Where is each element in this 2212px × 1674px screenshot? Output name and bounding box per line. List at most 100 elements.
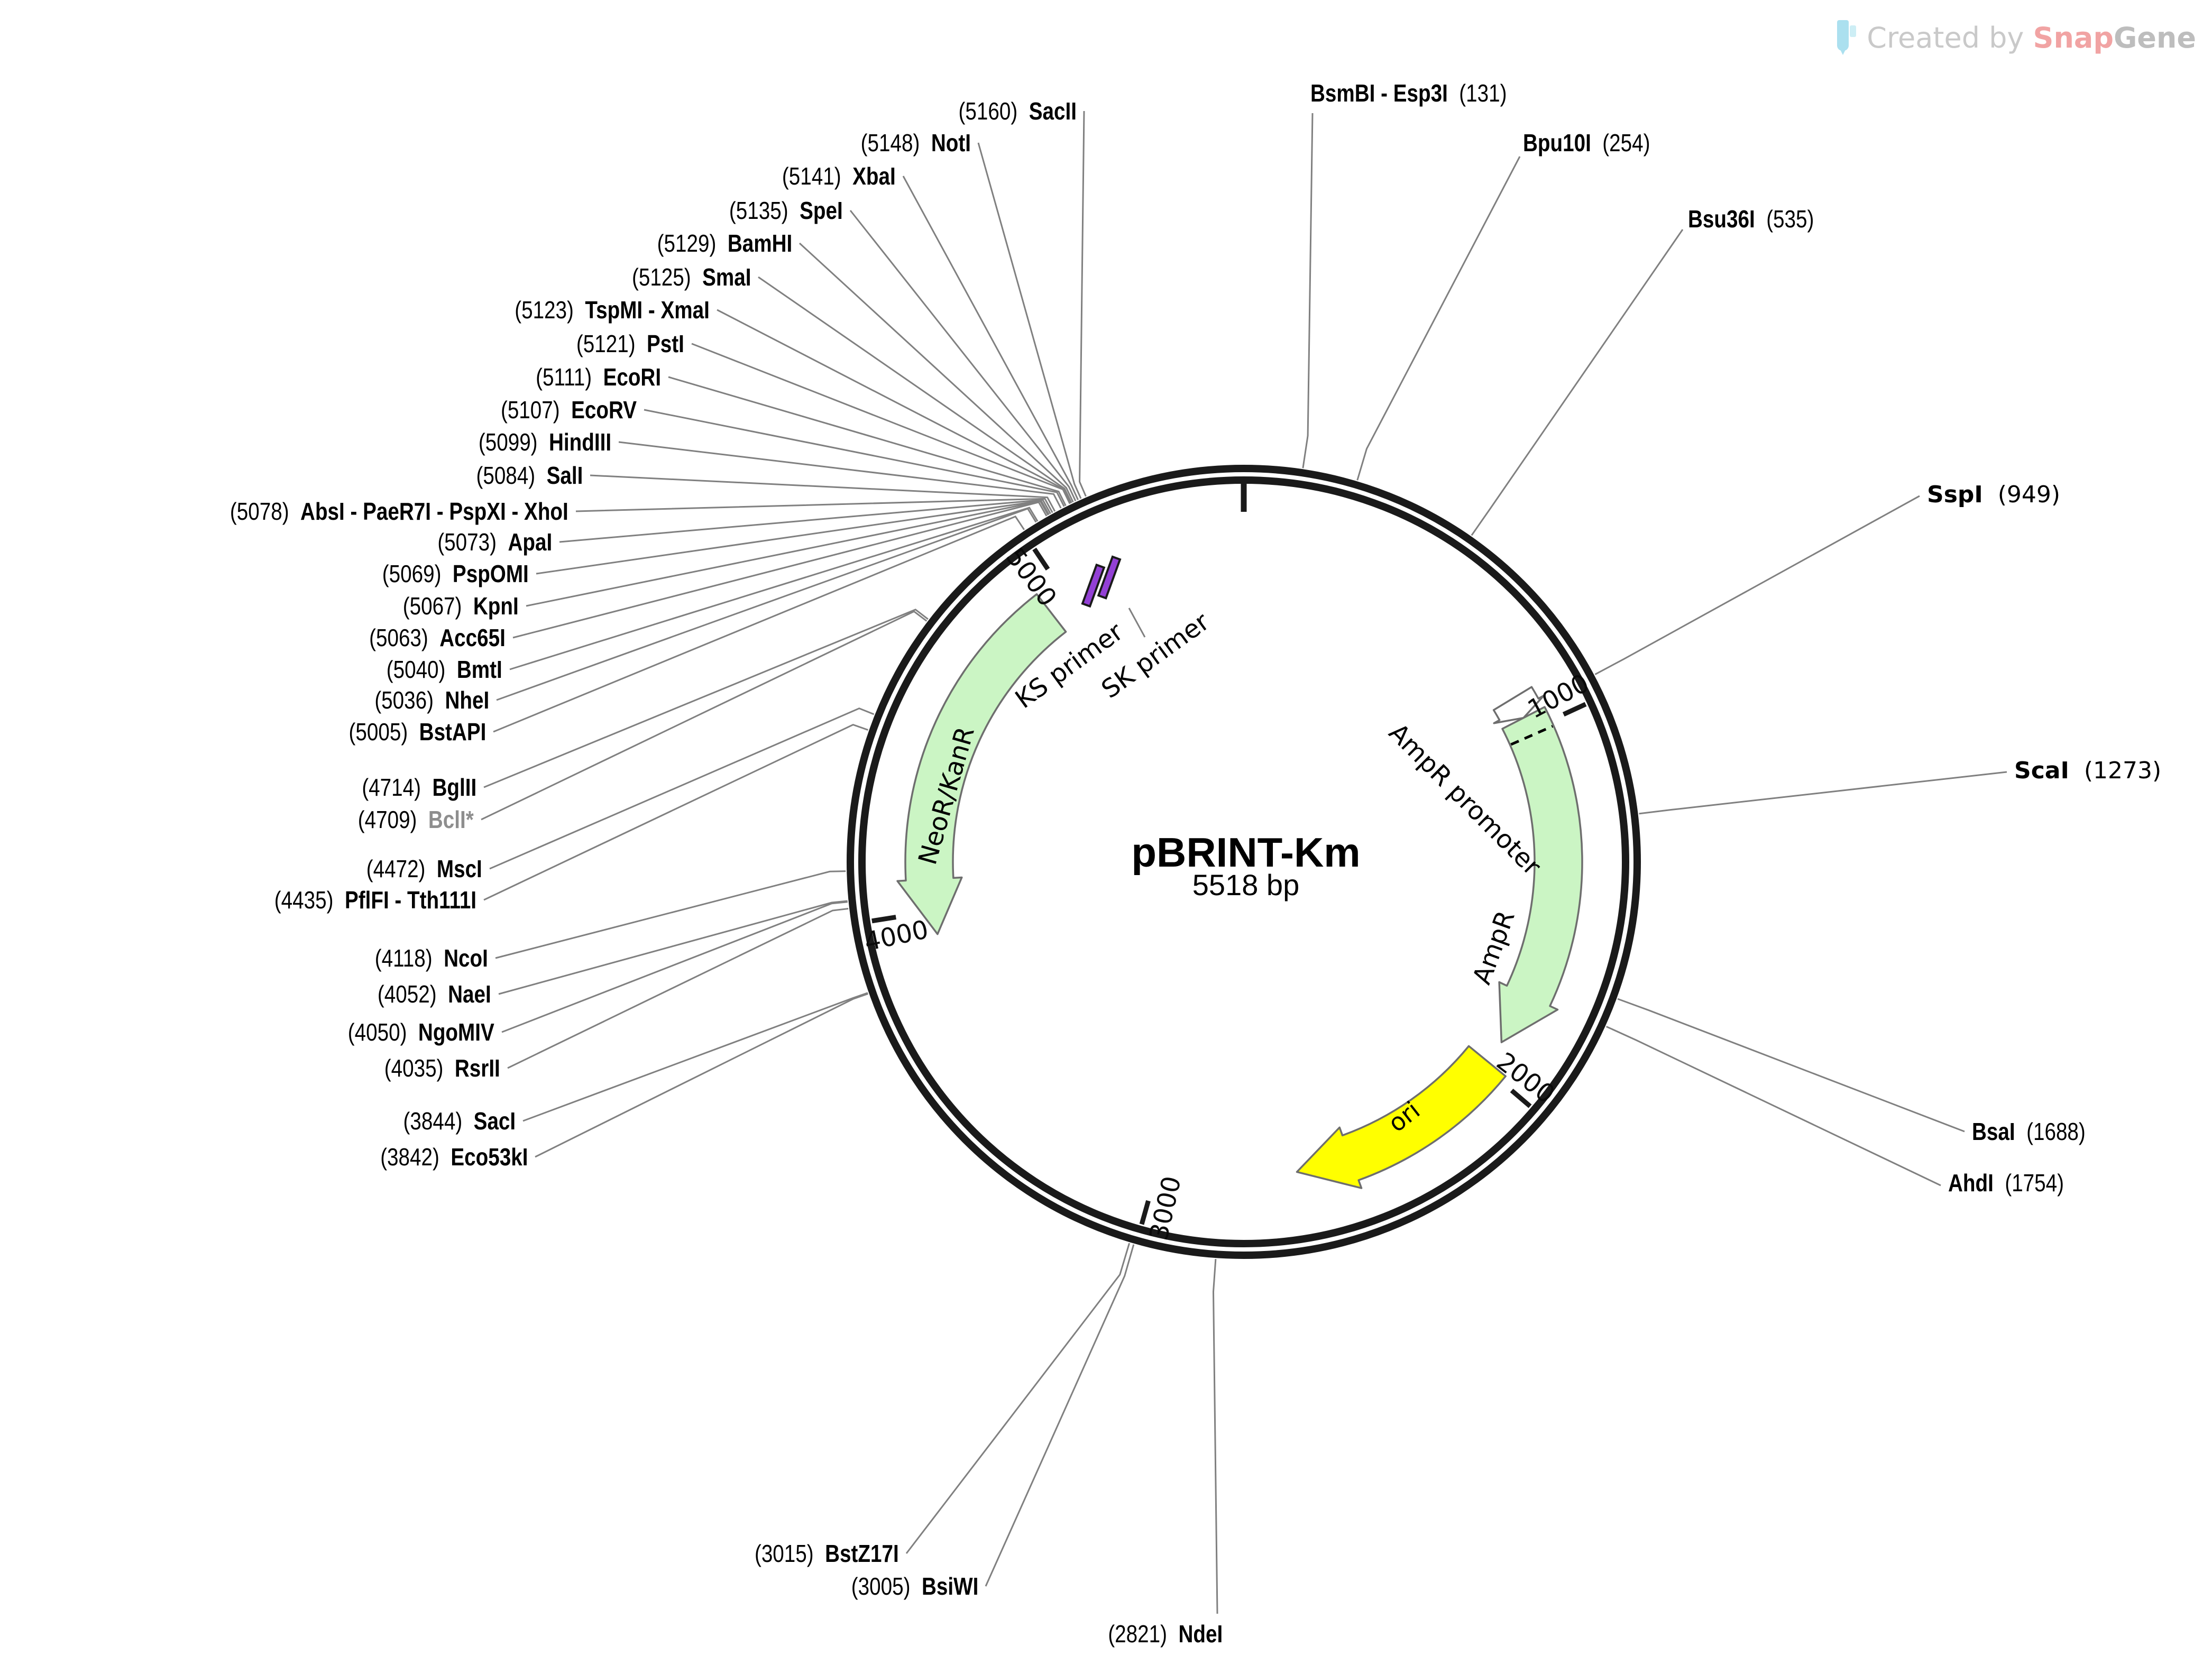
site-name: Bsu36I [1688,205,1755,233]
leader-line-NotI [977,142,1082,499]
primer-mark-KS-primer [1081,563,1106,608]
site-label-SmaI: (5125) SmaI [631,265,751,289]
leader-line-NcoI [495,870,846,959]
site-name: SacI [473,1107,516,1135]
site-label-TspMI-XmaI: (5123) TspMI - XmaI [515,298,710,322]
site-label-EcoRV: (5107) EcoRV [501,398,637,422]
site-position: (4035) [384,1054,444,1082]
site-position: (5141) [782,162,841,190]
watermark-text: Created by SnapGene [1867,21,2196,54]
site-label-AhdI: AhdI (1754) [1948,1171,2064,1195]
leader-line-XbaI [902,176,1079,500]
site-name: SspI [1927,481,1983,508]
site-position: (4050) [348,1018,407,1046]
feature-divider [1510,725,1554,746]
site-label-PstI: (5121) PstI [576,332,684,356]
leader-line-HindIII [618,441,1062,509]
site-name: RsrII [455,1054,500,1082]
leader-line-BmtI [509,507,1039,670]
tick-4000 [871,915,896,924]
site-label-NheI: (5036) NheI [374,688,489,712]
site-label-BstZ17I: (3015) BstZ17I [755,1541,899,1566]
site-name: NaeI [448,980,491,1008]
site-name: XbaI [852,162,896,190]
site-name: SmaI [702,263,751,291]
site-name: BglII [432,774,476,801]
site-label-BsiWI: (3005) BsiWI [851,1574,978,1598]
feature-arrow-AmpR-promoter [1492,686,1545,724]
site-position: (3005) [851,1572,911,1600]
leader-line-BsaI [1617,998,1965,1133]
site-position: (5107) [500,396,560,424]
snapgene-icon [1837,20,1857,55]
site-name: ApaI [508,528,552,556]
site-position: (254) [1602,129,1650,157]
leader-line-PstI [691,343,1071,504]
site-name: NheI [445,686,489,714]
site-position: (5036) [374,686,434,714]
site-position: (1688) [2026,1118,2086,1145]
site-label-PflFI-Tth111I: (4435) PflFI - Tth111I [274,888,476,912]
site-position: (5121) [576,330,636,357]
site-label-BglII: (4714) BglII [362,775,476,799]
feature-arrow-ori [1296,1045,1507,1189]
leader-line-AbsI-PaeR7I-PspXI-XhoI [575,498,1053,513]
site-position: (4472) [366,855,426,882]
site-label-SspI: SspI (949) [1927,483,2060,507]
leader-line-RsrII [507,908,849,1069]
site-name: KpnI [473,592,519,620]
leader-line-EcoRV [644,409,1065,507]
site-name: TspMI - XmaI [585,296,710,324]
tick-3000 [1139,1200,1151,1225]
site-name: BsiWI [921,1572,978,1600]
site-position: (4709) [357,806,417,833]
site-name: AbsI - PaeR7I - PspXI - XhoI [300,498,568,525]
site-label-ScaI: ScaI (1273) [2014,759,2161,783]
leader-line-BstAPI [493,515,1025,733]
site-position: (5069) [382,560,442,587]
site-position: (535) [1766,205,1814,233]
primer-leader-line [1128,608,1146,638]
site-name: BamHI [727,229,792,257]
site-label-XbaI: (5141) XbaI [782,164,896,188]
site-name: MscI [437,855,482,882]
site-name: NgoMIV [418,1018,494,1046]
site-name: BstZ17I [825,1540,899,1567]
site-label-MscI: (4472) MscI [366,857,482,881]
leader-line-BamHI [798,242,1074,503]
site-name: SacII [1029,97,1077,125]
site-label-SacII: (5160) SacII [959,99,1077,123]
site-label-AbsI-PaeR7I-PspXI-XhoI: (5078) AbsI - PaeR7I - PspXI - XhoI [230,499,568,523]
site-name: HindIII [548,428,611,456]
site-name: AhdI [1948,1169,1994,1197]
site-label-SpeI: (5135) SpeI [729,198,843,223]
site-position: (1273) [2083,757,2162,784]
site-name: ScaI [2014,757,2069,784]
leader-line-NdeI [1213,1259,1218,1614]
site-label-NdeI: (2821) NdeI [1108,1622,1223,1646]
site-label-NaeI: (4052) NaeI [378,982,491,1006]
leader-line-ScaI [1639,771,2007,815]
backbone-inner-ring [858,476,1629,1247]
site-name: EcoRV [571,396,637,424]
site-name: PstI [647,330,684,357]
leader-line-AhdI [1605,1026,1941,1186]
site-name: BsmBI - Esp3I [1310,79,1448,107]
site-position: (3844) [403,1107,463,1135]
site-name: SalI [546,462,583,489]
site-position: (5125) [631,263,691,291]
site-position: (949) [1997,481,2061,508]
site-position: (5084) [476,462,535,489]
site-name: Acc65I [439,624,506,651]
feature-arrow-AmpR [1498,706,1583,1044]
site-label-KpnI: (5067) KpnI [403,594,519,618]
site-label-RsrII: (4035) RsrII [384,1056,500,1080]
site-name: PflFI - Tth111I [344,886,476,914]
site-label-BmtI: (5040) BmtI [387,657,502,682]
site-position: (5135) [729,197,788,224]
origin-tick [1241,484,1247,512]
site-position: (5123) [515,296,574,324]
leader-line-SacI [522,992,868,1122]
primer-mark-SK-primer [1097,555,1122,600]
plasmid-size: 5518 bp [1192,868,1300,902]
